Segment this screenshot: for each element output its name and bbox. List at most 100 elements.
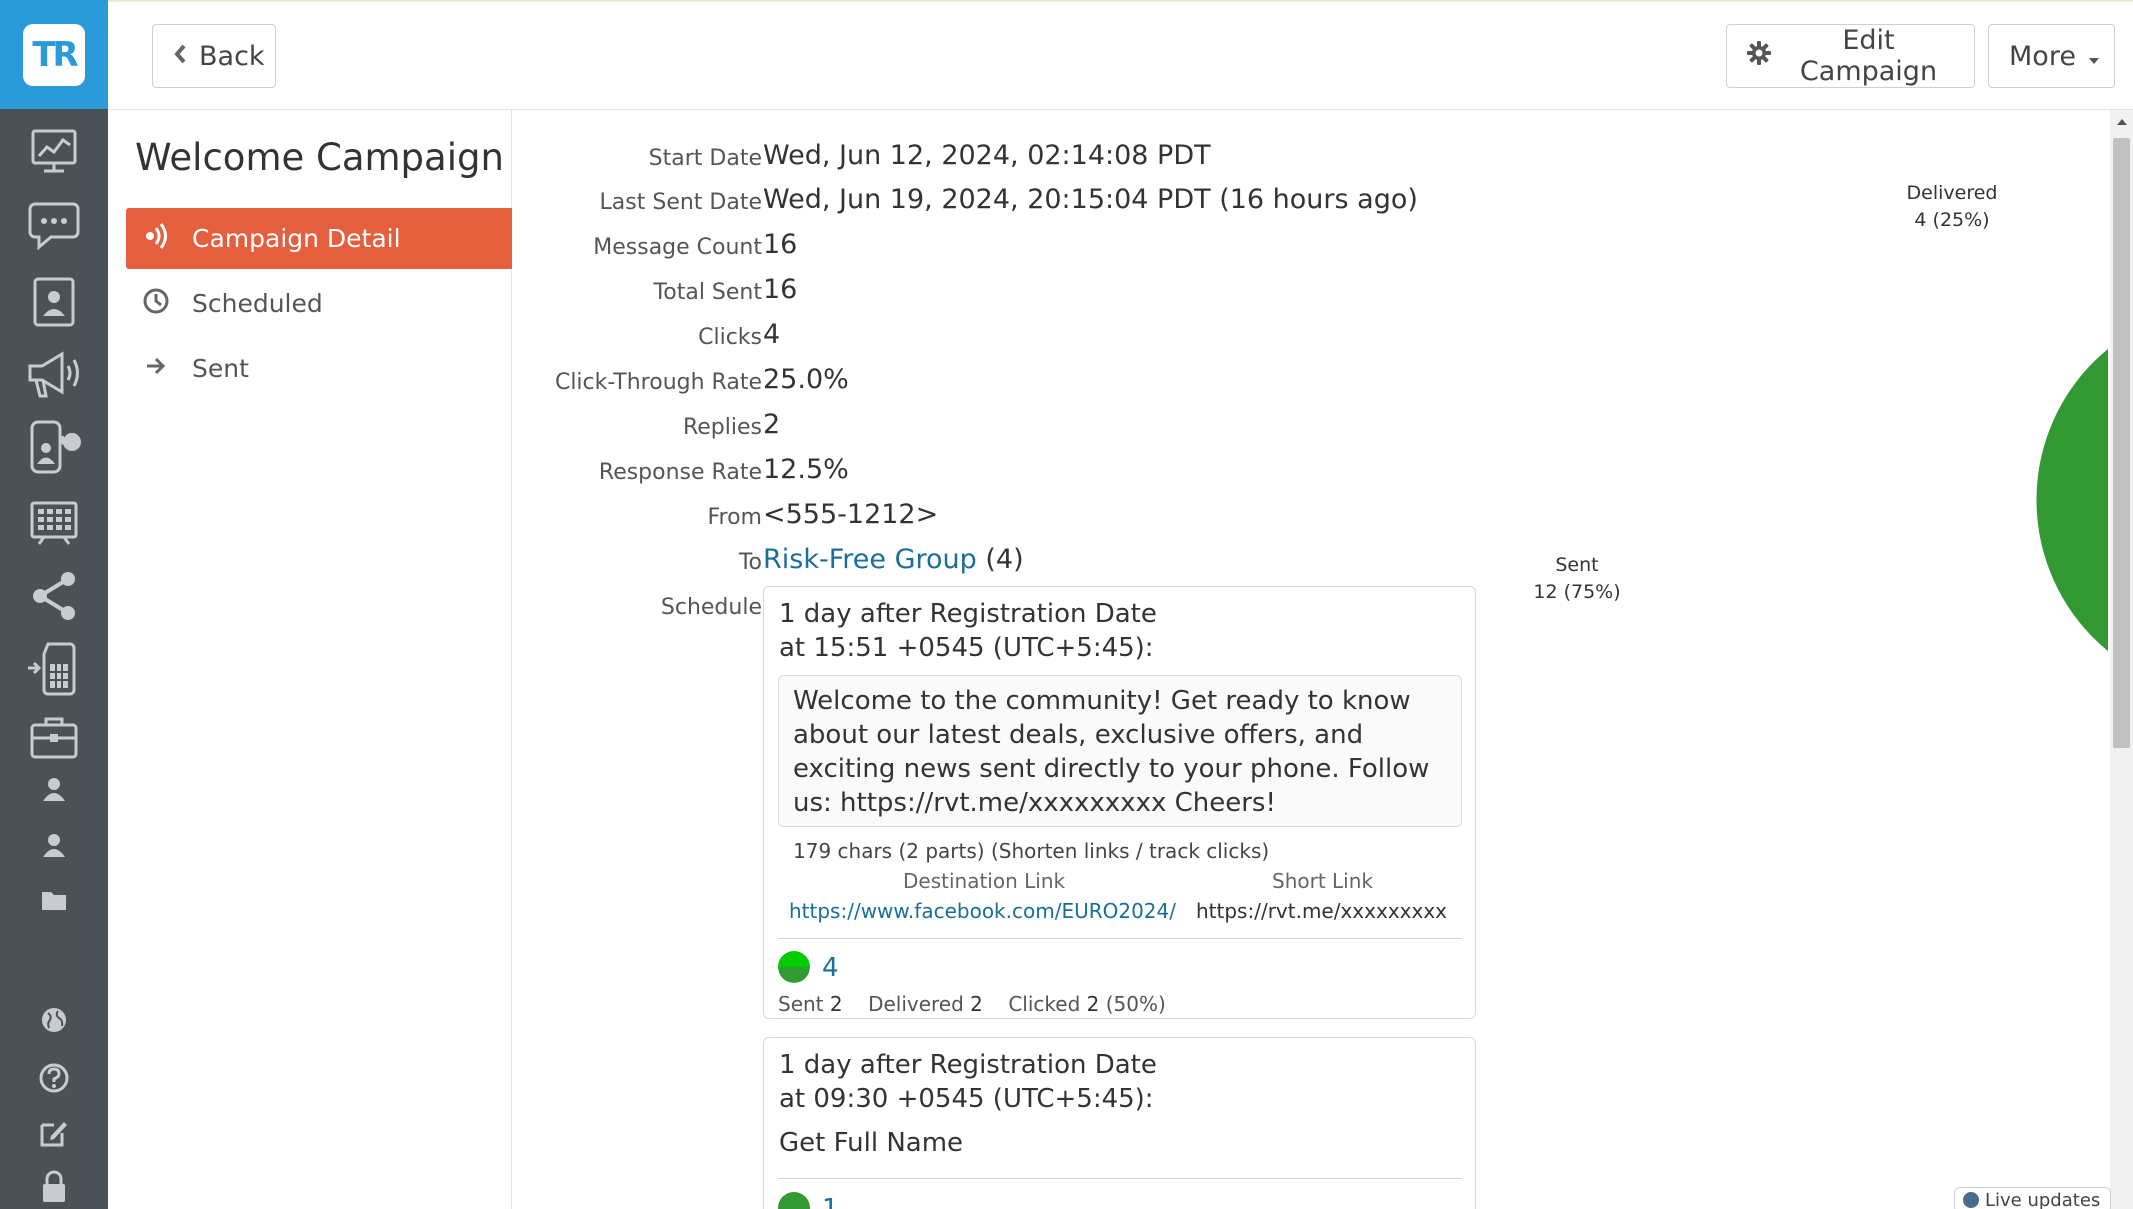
scroll-thumb[interactable] [2113,138,2130,748]
lock-icon[interactable] [0,1170,108,1204]
gear-icon [1747,40,1771,72]
total-sent-value: 16 [763,274,798,305]
chat-icon[interactable] [0,200,108,252]
to-group-count: (4) [985,544,1024,575]
message-count-label: Message Count [593,235,762,260]
chevron-left-icon [173,41,187,72]
start-date-value: Wed, Jun 12, 2024, 02:14:08 PDT [763,140,1211,171]
ctr-label: Click-Through Rate [554,370,762,395]
user-icon[interactable] [0,776,108,802]
message-preview: Welcome to the community! Get ready to k… [778,675,1462,827]
help-icon[interactable] [0,1062,108,1094]
tab-sent[interactable]: Sent [126,338,512,399]
replies-value: 2 [763,409,781,440]
short-link-header: Short Link [1272,869,1373,893]
response-rate-value: 12.5% [763,454,849,485]
replies-label: Replies [682,415,762,440]
schedule-row: Schedule [512,587,1512,627]
sim-import-icon[interactable] [0,640,108,696]
live-updates-badge[interactable]: Live updates [1954,1187,2112,1209]
scroll-up-icon[interactable] [2116,118,2128,126]
schedule-trigger-text: 1 day after Registration Date [779,1050,1157,1080]
clicked-stat-value: 2 [1086,992,1100,1016]
pie-label-delivered-value: 4 (25%) [1914,209,1990,231]
megaphone-icon[interactable] [0,348,108,400]
dashboard-icon[interactable] [0,128,108,174]
main-scrollbar[interactable] [2110,110,2133,1209]
globe-icon[interactable] [0,1006,108,1034]
contacts-icon[interactable] [0,276,108,328]
to-row: To Risk-Free Group (4) [512,542,1512,582]
schedule-time-text: at 09:30 +0545 (UTC+5:45): [779,1084,1154,1114]
message-count-row: Message Count 16 [512,227,1512,267]
more-label: More [2009,40,2076,72]
share-icon[interactable] [0,570,108,622]
schedule-trigger-text: 1 day after Registration Date [779,599,1157,629]
campaign-detail-panel: Start Date Wed, Jun 12, 2024, 02:14:08 P… [512,110,2108,1209]
campaign-subnav: Welcome Campaign Campaign Detail Schedul… [108,110,512,1209]
recipient-count-link[interactable]: 4 [822,953,839,983]
app-logo: TR [23,23,85,86]
app-sidebar: TR [0,0,108,1209]
delivered-stat-value: 2 [970,992,983,1016]
tab-label: Sent [192,354,249,383]
recipient-count-link[interactable]: 1 [822,1194,839,1209]
card-divider [778,938,1462,939]
briefcase-icon[interactable] [0,714,108,760]
from-row: From <555-1212> [512,497,1512,537]
tab-campaign-detail[interactable]: Campaign Detail [126,208,512,269]
to-group-link[interactable]: Risk-Free Group [763,544,977,575]
last-sent-value: Wed, Jun 19, 2024, 20:15:04 PDT (16 hour… [763,184,1418,215]
start-date-row: Start Date Wed, Jun 12, 2024, 02:14:08 P… [512,138,1512,178]
page-title: Welcome Campaign [135,136,504,179]
schedule-label: Schedule [660,595,762,620]
pie-label-sent: Sent 12 (75%) [1517,552,1637,606]
folder-icon[interactable] [0,888,108,912]
pie-label-sent-name: Sent [1555,554,1599,576]
pie-svg [2033,345,2108,655]
response-rate-label: Response Rate [598,460,762,485]
user-chat-icon[interactable] [0,418,108,478]
broadcast-icon [142,222,170,256]
message-stats: Sent 2 Delivered 2 Clicked 2 (50%) [778,992,1166,1016]
message-count-value: 16 [763,229,798,260]
edit-campaign-label: Edit Campaign [1799,25,1938,87]
keypad-icon[interactable] [0,500,108,546]
pie-label-delivered: Delivered 4 (25%) [1887,180,2017,234]
clicks-label: Clicks [698,325,762,350]
to-value: Risk-Free Group (4) [763,544,1024,575]
clicks-value: 4 [763,319,781,350]
sent-stat-label: Sent [778,992,824,1016]
schedule-time-text: at 15:51 +0545 (UTC+5:45): [779,633,1154,663]
tab-scheduled[interactable]: Scheduled [126,273,512,334]
to-label: To [738,550,762,575]
last-sent-row: Last Sent Date Wed, Jun 19, 2024, 20:15:… [512,182,1512,222]
card-divider [778,1178,1462,1179]
last-sent-label: Last Sent Date [599,190,762,215]
more-dropdown-button[interactable]: More [1988,24,2115,88]
short-link: https://rvt.me/xxxxxxxxx [1196,899,1447,923]
from-number-link[interactable]: <555-1212> [763,499,939,530]
response-rate-row: Response Rate 12.5% [512,452,1512,492]
pie-label-delivered-name: Delivered [1906,182,1998,204]
live-updates-label: Live updates [1985,1189,2101,1209]
user-icon[interactable] [0,832,108,858]
destination-link[interactable]: https://www.facebook.com/EURO2024/ [789,899,1176,923]
total-sent-row: Total Sent 16 [512,272,1512,312]
delivered-stat-label: Delivered [868,992,964,1016]
replies-row: Replies 2 [512,407,1512,447]
back-button-label: Back [199,40,265,72]
start-date-label: Start Date [648,146,762,171]
logo-area[interactable]: TR [0,0,108,109]
schedule-card: 1 day after Registration Date at 09:30 +… [763,1037,1476,1209]
clicked-stat-pct: (50%) [1105,992,1166,1016]
edit-icon[interactable] [0,1118,108,1148]
back-button[interactable]: Back [152,24,276,88]
edit-campaign-button[interactable]: Edit Campaign [1726,24,1975,88]
pie-slice-sent [2033,345,2108,655]
delivery-pie-chart [2012,280,2108,724]
ctr-row: Click-Through Rate 25.0% [512,362,1512,402]
get-full-name-link[interactable]: Get Full Name [779,1128,964,1158]
live-status-icon [1963,1192,1979,1208]
sent-stat-value: 2 [829,992,843,1016]
